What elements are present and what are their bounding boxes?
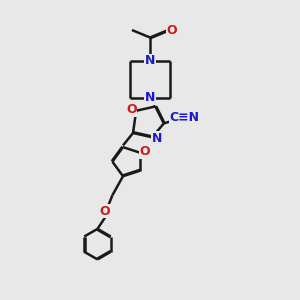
- Text: N: N: [145, 92, 155, 104]
- Text: O: O: [126, 103, 137, 116]
- Text: O: O: [140, 145, 150, 158]
- Text: N: N: [145, 54, 155, 67]
- Text: O: O: [167, 23, 177, 37]
- Text: N: N: [152, 132, 162, 145]
- Text: O: O: [100, 205, 110, 218]
- Text: C≡N: C≡N: [169, 111, 200, 124]
